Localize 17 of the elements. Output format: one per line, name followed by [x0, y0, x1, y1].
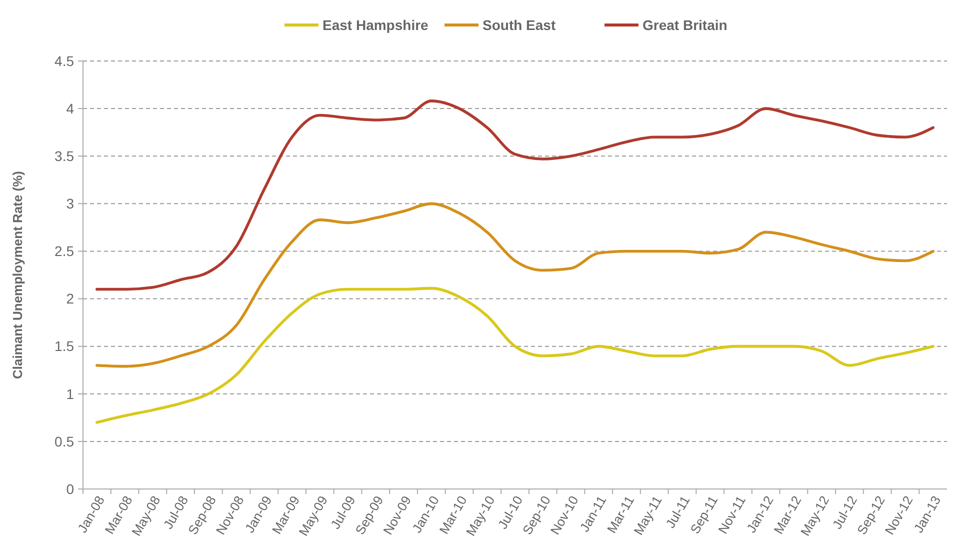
line-series	[96, 100, 934, 291]
y-tick-label: 4	[66, 100, 74, 116]
line-series	[96, 202, 934, 368]
y-axis-title: Claimant Unemployment Rate (%)	[10, 170, 25, 380]
legend-label: East Hampshire	[322, 16, 429, 33]
y-tick-label: 3.5	[54, 148, 74, 164]
y-tick-label: 4.5	[54, 52, 74, 69]
y-tick-label: 3	[66, 196, 74, 212]
y-tick-label: 1	[66, 386, 74, 402]
line-series	[96, 286, 934, 424]
y-tick-label: 2.5	[54, 243, 74, 260]
y-tick-label: 0	[66, 480, 74, 497]
y-tick-label: 1.5	[54, 338, 74, 354]
legend-label: South East	[482, 16, 556, 33]
y-tick-label: 2	[66, 290, 74, 307]
legend-label: Great Britain	[642, 16, 728, 33]
y-tick-label: 0.5	[54, 433, 74, 450]
